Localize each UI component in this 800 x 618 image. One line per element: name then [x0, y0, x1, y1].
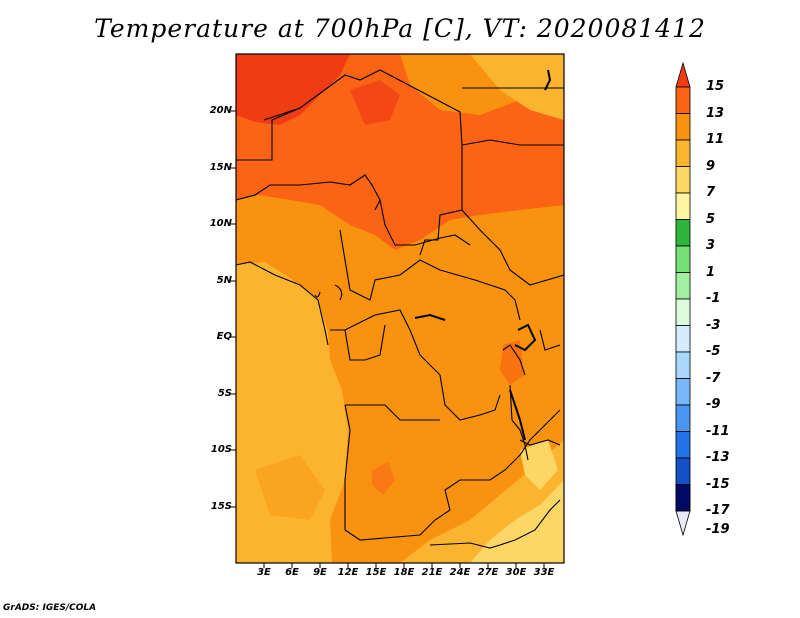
- lat-label-5s: 5S: [217, 388, 232, 399]
- colorbar-segment: [675, 113, 691, 141]
- colorbar-label: 13: [706, 106, 725, 121]
- colorbar-segment: [675, 272, 691, 300]
- colorbar-label: -13: [706, 450, 730, 465]
- colorbar-segment: [675, 457, 691, 485]
- colorbar-segment: [675, 219, 691, 247]
- colorbar-label: 1: [706, 265, 716, 280]
- temperature-field: [236, 54, 564, 563]
- colorbar-label: -1: [706, 291, 721, 306]
- lon-label-21e: 21E: [421, 567, 443, 578]
- colorbar-label: 5: [706, 212, 716, 227]
- colorbar-segment: [675, 484, 691, 512]
- colorbar-segment: [675, 86, 691, 114]
- colorbar-label: -5: [706, 344, 721, 359]
- colorbar-label: -17: [706, 503, 730, 518]
- colorbar-segment: [675, 404, 691, 432]
- colorbar-segment: [675, 298, 691, 326]
- lon-label-3e: 3E: [257, 567, 271, 578]
- lon-label-18e: 18E: [393, 567, 415, 578]
- colorbar-top-arrow: [675, 61, 691, 88]
- lon-label-15e: 15E: [365, 567, 387, 578]
- axis-ticks: [231, 110, 545, 568]
- colorbar-segment: [675, 166, 691, 194]
- colorbar-segment: [675, 325, 691, 353]
- colorbar-label: 3: [706, 238, 716, 253]
- colorbar-label: -7: [706, 371, 721, 386]
- lon-label-9e: 9E: [313, 567, 327, 578]
- colorbar-segment: [675, 192, 691, 220]
- lat-label-5n: 5N: [216, 275, 232, 286]
- lat-label-20n: 20N: [209, 105, 232, 116]
- colorbar-label: -15: [706, 477, 730, 492]
- lon-label-24e: 24E: [449, 567, 471, 578]
- colorbar: [675, 61, 691, 537]
- map-frame: [235, 53, 565, 564]
- map-title: Temperature at 700hPa [C], VT: 202008141…: [94, 14, 706, 43]
- colorbar-label: 11: [706, 132, 725, 147]
- colorbar-label: 7: [706, 185, 716, 200]
- lon-label-27e: 27E: [477, 567, 499, 578]
- colorbar-segment: [675, 378, 691, 406]
- colorbar-segment: [675, 139, 691, 167]
- colorbar-label: 9: [706, 159, 716, 174]
- colorbar-bottom-arrow: [675, 510, 691, 537]
- lat-label-15s: 15S: [210, 501, 232, 512]
- country-borders: [236, 69, 564, 549]
- colorbar-label: -9: [706, 397, 721, 412]
- lat-label-10n: 10N: [209, 218, 232, 229]
- colorbar-label: -11: [706, 424, 730, 439]
- lat-label-10s: 10S: [210, 444, 232, 455]
- footer-credit: GrADS: IGES/COLA: [3, 603, 97, 613]
- lon-label-33e: 33E: [533, 567, 555, 578]
- lake-outlines: [414, 69, 552, 441]
- lon-label-6e: 6E: [285, 567, 299, 578]
- colorbar-segment: [675, 431, 691, 459]
- lat-label-15n: 15N: [209, 162, 232, 173]
- colorbar-segment: [675, 245, 691, 273]
- lon-label-12e: 12E: [337, 567, 359, 578]
- lat-label-eq: EQ: [216, 331, 232, 342]
- colorbar-label: -19: [706, 522, 730, 537]
- colorbar-segment: [675, 351, 691, 379]
- colorbar-label: -3: [706, 318, 721, 333]
- lon-label-30e: 30E: [505, 567, 527, 578]
- colorbar-label: 15: [706, 79, 725, 94]
